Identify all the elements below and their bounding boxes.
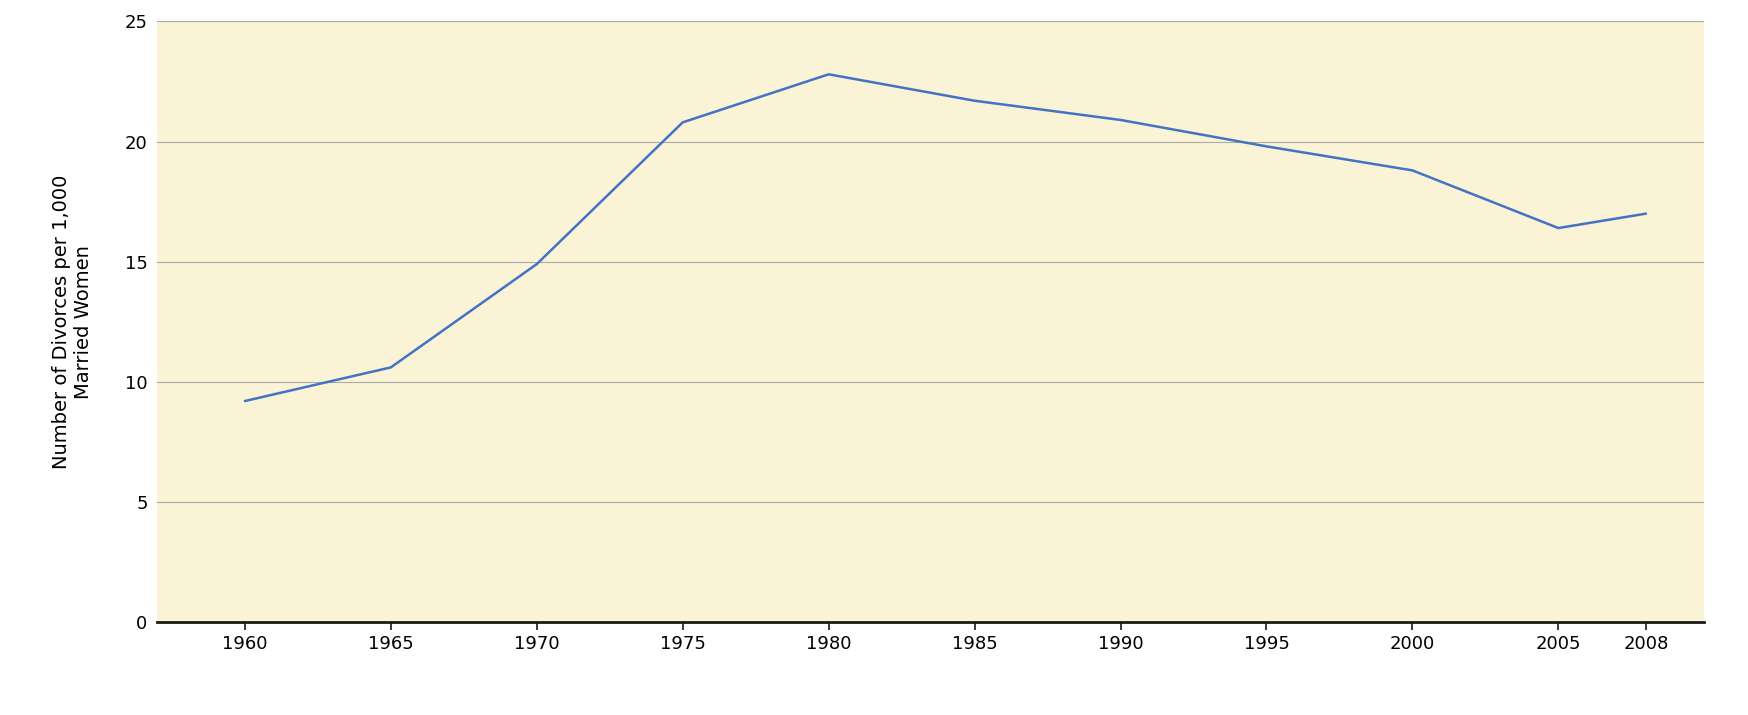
Text: Number of Divorces per 1,000
Married Women: Number of Divorces per 1,000 Married Wom… [52,174,93,469]
